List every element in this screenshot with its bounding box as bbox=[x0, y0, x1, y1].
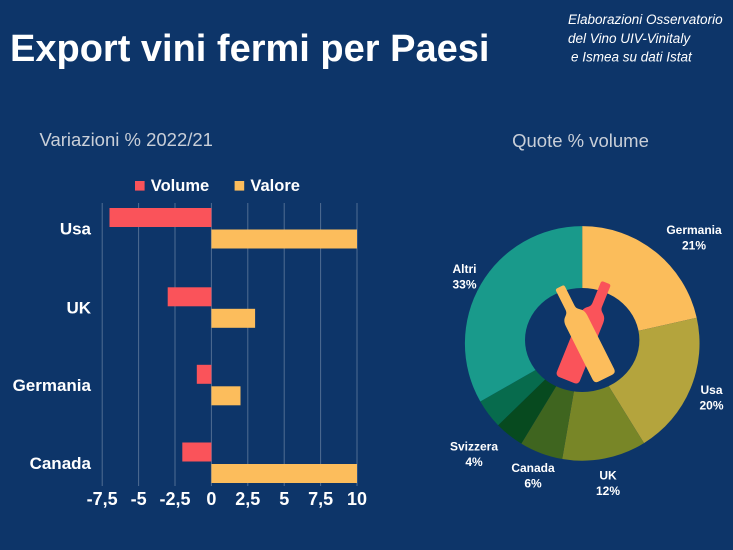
svg-text:12%: 12% bbox=[596, 484, 620, 498]
svg-text:Volume: Volume bbox=[151, 177, 209, 195]
svg-text:-7,5: -7,5 bbox=[87, 489, 118, 509]
svg-text:5: 5 bbox=[279, 489, 289, 509]
svg-text:21%: 21% bbox=[682, 238, 706, 252]
svg-text:UK: UK bbox=[599, 469, 617, 483]
svg-text:Canada: Canada bbox=[30, 454, 92, 473]
svg-text:2,5: 2,5 bbox=[235, 489, 260, 509]
svg-text:-5: -5 bbox=[131, 489, 147, 509]
svg-text:0: 0 bbox=[206, 489, 216, 509]
svg-text:del Vino UIV-Vinitaly: del Vino UIV-Vinitaly bbox=[568, 31, 691, 46]
svg-text:Export vini fermi per Paesi: Export vini fermi per Paesi bbox=[10, 28, 489, 70]
svg-text:33%: 33% bbox=[452, 278, 476, 292]
svg-text:Variazioni % 2022/21: Variazioni % 2022/21 bbox=[40, 129, 213, 150]
svg-text:Canada: Canada bbox=[511, 461, 555, 475]
svg-text:4%: 4% bbox=[465, 455, 483, 469]
svg-text:Germania: Germania bbox=[13, 376, 92, 395]
svg-text:Svizzera: Svizzera bbox=[450, 440, 498, 454]
svg-text:10: 10 bbox=[347, 489, 367, 509]
svg-text:6%: 6% bbox=[524, 477, 542, 491]
svg-text:Altri: Altri bbox=[453, 262, 477, 276]
svg-text:e Ismea su dati Istat: e Ismea su dati Istat bbox=[571, 50, 693, 65]
svg-text:Usa: Usa bbox=[60, 219, 92, 238]
svg-text:Valore: Valore bbox=[250, 177, 300, 195]
svg-text:Germania: Germania bbox=[666, 223, 722, 237]
svg-text:UK: UK bbox=[66, 299, 91, 318]
svg-text:-2,5: -2,5 bbox=[159, 489, 190, 509]
svg-text:20%: 20% bbox=[699, 398, 723, 412]
svg-text:Elaborazioni Osservatorio: Elaborazioni Osservatorio bbox=[568, 12, 723, 27]
svg-text:Quote % volume: Quote % volume bbox=[512, 130, 649, 151]
svg-text:7,5: 7,5 bbox=[308, 489, 333, 509]
svg-text:Usa: Usa bbox=[700, 383, 722, 397]
